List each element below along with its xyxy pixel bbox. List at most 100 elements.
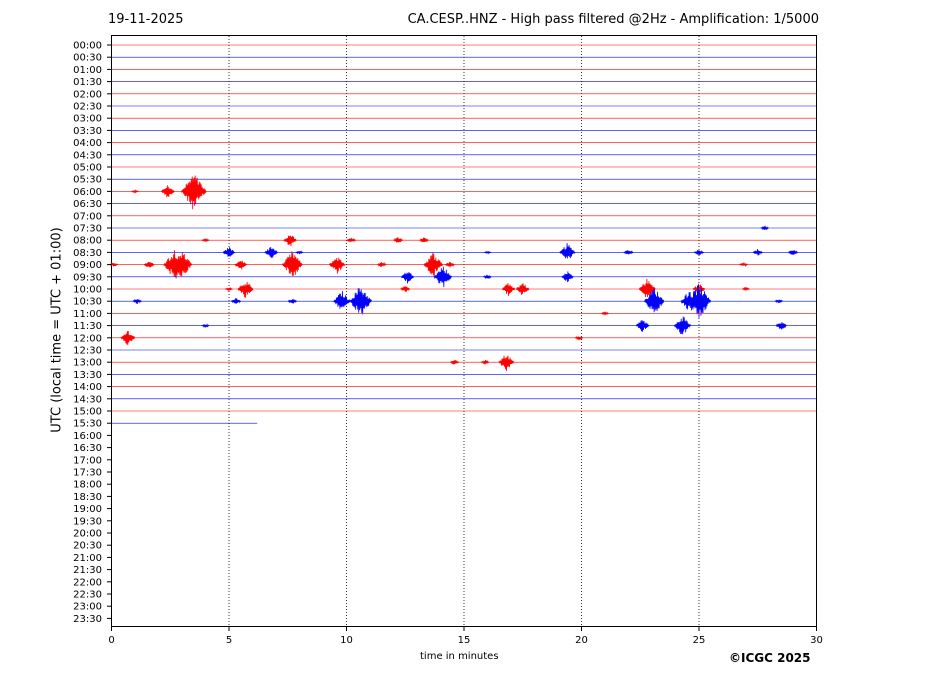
y-tick-label: 03:00 (73, 114, 102, 125)
seismic-burst (638, 278, 656, 298)
seismic-burst (775, 322, 787, 330)
seismic-burst (222, 247, 236, 257)
y-tick-label: 05:30 (73, 175, 102, 186)
y-tick-label: 05:00 (73, 163, 102, 174)
y-tick-label: 14:30 (73, 394, 102, 405)
seismic-burst (287, 298, 298, 304)
x-tick-label: 10 (340, 635, 353, 646)
seismic-burst (643, 289, 665, 313)
x-axis-ticks: 0 5 10 15 20 25 30 (108, 626, 823, 646)
seismic-burst (201, 323, 210, 328)
seismic-burst (742, 286, 750, 292)
y-tick-label: 16:00 (73, 431, 102, 442)
seismic-burst (161, 185, 175, 198)
copyright-label: ©ICGC 2025 (729, 651, 811, 665)
x-tick-label: 25 (693, 635, 706, 646)
seismic-burst (393, 236, 404, 243)
y-tick-label: 07:00 (73, 211, 102, 222)
seismic-burst (774, 299, 784, 304)
y-tick-label: 22:30 (73, 590, 102, 601)
seismic-burst (601, 311, 609, 316)
y-tick-label: 00:30 (73, 53, 102, 64)
y-tick-label: 16:30 (73, 443, 102, 454)
y-tick-label: 08:30 (73, 248, 102, 259)
seismic-burst (760, 225, 769, 231)
seismic-burst (328, 257, 346, 274)
y-tick-label: 03:30 (73, 126, 102, 137)
seismic-burst (180, 175, 207, 210)
seismic-burst (444, 261, 455, 268)
seismic-burst (574, 336, 584, 341)
y-tick-label: 11:30 (73, 321, 102, 332)
y-tick-label: 11:00 (73, 309, 102, 320)
x-tick-label: 5 (226, 635, 232, 646)
y-tick-label: 15:00 (73, 407, 102, 418)
x-tick-label: 15 (458, 635, 471, 646)
y-tick-label: 13:00 (73, 358, 102, 369)
seismic-burst (449, 359, 460, 365)
seismic-burst (131, 188, 139, 194)
seismic-burst (623, 250, 634, 255)
seismic-burst (787, 250, 798, 255)
y-tick-label: 07:30 (73, 224, 102, 235)
seismic-burst (346, 237, 356, 243)
date-label: 19-11-2025 (108, 12, 184, 27)
seismic-burst (686, 284, 712, 318)
seismic-burst (483, 250, 492, 255)
seismic-burst (132, 298, 143, 304)
x-tick-label: 30 (810, 635, 823, 646)
y-tick-label: 18:00 (73, 480, 102, 491)
y-tick-label: 04:00 (73, 138, 102, 149)
seismic-burst (419, 237, 429, 243)
seismic-burst (515, 283, 530, 295)
y-tick-label: 04:30 (73, 150, 102, 161)
seismic-burst (498, 355, 515, 372)
seismic-burst (480, 360, 490, 365)
seismic-burst (673, 316, 692, 335)
seismic-burst (501, 283, 516, 296)
seismic-burst (635, 320, 650, 332)
y-tick-label: 23:30 (73, 614, 102, 625)
seismic-traces (109, 44, 817, 424)
y-tick-label: 21:00 (73, 553, 102, 564)
y-tick-label: 15:30 (73, 419, 102, 430)
y-tick-label: 20:30 (73, 541, 102, 552)
seismic-burst (295, 250, 304, 255)
y-tick-label: 09:30 (73, 272, 102, 283)
seismic-burst (423, 252, 444, 277)
x-axis-label: time in minutes (420, 651, 499, 662)
y-tick-label: 20:00 (73, 529, 102, 540)
y-tick-label: 10:00 (73, 285, 102, 296)
y-tick-label: 21:30 (73, 565, 102, 576)
seismic-burst (231, 297, 242, 304)
y-tick-label: 06:00 (73, 187, 102, 198)
seismic-burst (348, 288, 373, 315)
y-tick-label: 01:30 (73, 77, 102, 88)
y-tick-label: 06:30 (73, 199, 102, 210)
y-tick-label: 02:00 (73, 89, 102, 100)
seismic-burst (333, 291, 351, 309)
seismic-burst (400, 271, 415, 284)
chart-title: CA.CESP..HNZ - High pass filtered @2Hz -… (407, 12, 819, 27)
seismic-burst (281, 251, 303, 276)
seismic-burst (752, 249, 763, 256)
y-tick-label: 12:30 (73, 346, 102, 357)
seismic-burst (120, 330, 136, 346)
seismic-burst (171, 252, 193, 277)
seismic-burst (143, 262, 155, 268)
y-axis-label: UTC (local time = UTC + 01:00) (49, 227, 65, 433)
y-tick-label: 22:00 (73, 577, 102, 588)
seismic-burst (283, 235, 297, 247)
y-tick-label: 09:00 (73, 260, 102, 271)
x-tick-label: 0 (108, 635, 114, 646)
y-tick-label: 18:30 (73, 492, 102, 503)
y-tick-label: 12:00 (73, 333, 102, 344)
y-tick-label: 17:00 (73, 455, 102, 466)
y-tick-label: 10:30 (73, 297, 102, 308)
y-tick-label: 17:30 (73, 468, 102, 479)
seismic-burst (433, 266, 453, 288)
x-tick-label: 20 (575, 635, 588, 646)
y-tick-label: 00:00 (73, 41, 102, 52)
